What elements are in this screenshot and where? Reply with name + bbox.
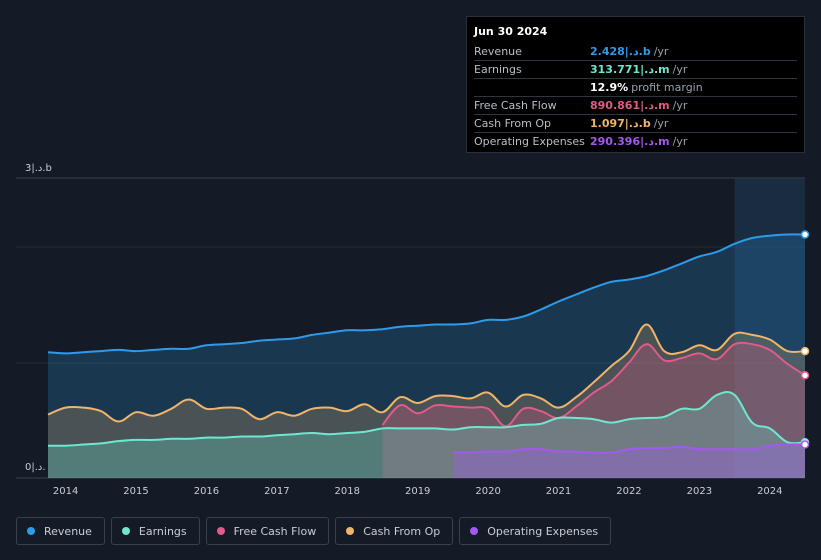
tooltip-row-unit: /yr bbox=[653, 117, 669, 130]
tooltip-row: Earnings 313.771|.د.m/yr bbox=[474, 60, 797, 78]
tooltip-row-unit: /yr bbox=[672, 63, 688, 76]
revenue-line bbox=[47, 233, 806, 355]
legend-dot-icon bbox=[470, 527, 479, 535]
tooltip-row: Cash From Op 1.097|.د.b/yr bbox=[474, 114, 797, 132]
tooltip-row-unit: /yr bbox=[672, 99, 688, 112]
earnings-line bbox=[47, 391, 806, 447]
revenue-end-marker bbox=[800, 230, 810, 239]
tooltip-row: 12.9% profit margin bbox=[474, 78, 797, 96]
operating-expenses-line bbox=[452, 443, 806, 454]
tooltip-row: Operating Expenses 290.396|.د.m/yr bbox=[474, 132, 797, 150]
tooltip-row-value: 1.097|.د.b bbox=[590, 117, 651, 130]
tooltip-row-unit: /yr bbox=[653, 45, 669, 58]
tooltip-row-unit: /yr bbox=[672, 135, 688, 148]
legend: Revenue Earnings Free Cash Flow Cash From O… bbox=[16, 517, 612, 545]
tooltip-row-value: 290.396|.د.m bbox=[590, 135, 670, 148]
earnings-area bbox=[48, 392, 805, 478]
legend-item-revenue[interactable]: Revenue bbox=[16, 517, 105, 545]
legend-label: Earnings bbox=[138, 524, 187, 538]
free-cash-flow-end-marker bbox=[800, 371, 810, 380]
x-tick-label: 2015 bbox=[123, 486, 148, 497]
x-tick-label: 2016 bbox=[194, 486, 219, 497]
legend-item-earnings[interactable]: Earnings bbox=[110, 517, 200, 545]
tooltip-row: Revenue 2.428|.د.b/yr bbox=[474, 43, 797, 60]
free-cash-flow-line bbox=[381, 341, 806, 428]
x-tick-label: 2022 bbox=[616, 486, 641, 497]
legend-item-free-cash-flow[interactable]: Free Cash Flow bbox=[205, 517, 330, 545]
x-tick-label: 2014 bbox=[53, 486, 78, 497]
x-tick-label: 2018 bbox=[335, 486, 360, 497]
operating-expenses-end-marker bbox=[800, 440, 810, 449]
revenue-area bbox=[48, 234, 805, 478]
tooltip-row: Free Cash Flow 890.861|.د.m/yr bbox=[474, 96, 797, 114]
legend-label: Operating Expenses bbox=[487, 524, 599, 538]
tooltip-row-label bbox=[474, 79, 590, 96]
operating-expenses-area bbox=[452, 444, 805, 478]
y-axis-top-label: 3|.د.b bbox=[25, 163, 52, 174]
tooltip-row-label: Cash From Op bbox=[474, 117, 552, 130]
legend-label: Free Cash Flow bbox=[233, 524, 317, 538]
x-tick-label: 2020 bbox=[475, 486, 500, 497]
legend-item-operating-expenses[interactable]: Operating Expenses bbox=[459, 517, 612, 545]
legend-item-cash-from-op[interactable]: Cash From Op bbox=[335, 517, 454, 545]
tooltip-date: Jun 30 2024 bbox=[474, 25, 548, 38]
legend-dot-icon bbox=[216, 527, 225, 535]
tooltip-row-label: Revenue bbox=[474, 45, 522, 58]
cash-from-op-line bbox=[47, 323, 806, 423]
x-tick-label: 2023 bbox=[687, 486, 712, 497]
y-axis-bottom-label: 0|.د. bbox=[25, 462, 46, 473]
data-tooltip: Jun 30 2024 Revenue 2.428|.د.b/yr Earnings… bbox=[466, 16, 805, 153]
x-axis-ticks: 2014 2015 2016 2017 2018 2019 2020 2021 2022 2023… bbox=[53, 486, 783, 497]
tooltip-row-label: Operating Expenses bbox=[474, 135, 585, 148]
tooltip-row-unit: profit margin bbox=[631, 81, 703, 94]
legend-dot-icon bbox=[27, 527, 35, 535]
grid-lines bbox=[16, 177, 805, 479]
free-cash-flow-area bbox=[382, 342, 805, 478]
end-markers bbox=[800, 230, 810, 449]
legend-label: Cash From Op bbox=[363, 524, 441, 538]
tooltip-row-value: 313.771|.د.m bbox=[590, 63, 670, 76]
tooltip-row-label: Earnings bbox=[474, 63, 522, 76]
legend-label: Revenue bbox=[44, 524, 92, 538]
cash-from-op-end-marker bbox=[800, 346, 810, 356]
x-tick-label: 2019 bbox=[405, 486, 430, 497]
series-lines bbox=[47, 233, 806, 454]
x-tick-label: 2017 bbox=[264, 486, 289, 497]
tooltip-row-value: 12.9% bbox=[590, 81, 629, 94]
x-tick-label: 2021 bbox=[546, 486, 571, 497]
tooltip-row-label: Free Cash Flow bbox=[474, 99, 557, 112]
tooltip-row-value: 2.428|.د.b bbox=[590, 45, 651, 58]
tooltip-rows: Revenue 2.428|.د.b/yr Earnings 313.771|.د.m… bbox=[474, 43, 797, 150]
x-tick-label: 2024 bbox=[757, 486, 782, 497]
legend-dot-icon bbox=[346, 527, 355, 535]
tooltip-row-value: 890.861|.د.m bbox=[590, 99, 670, 112]
legend-dot-icon bbox=[121, 527, 130, 535]
series-areas bbox=[48, 234, 805, 478]
